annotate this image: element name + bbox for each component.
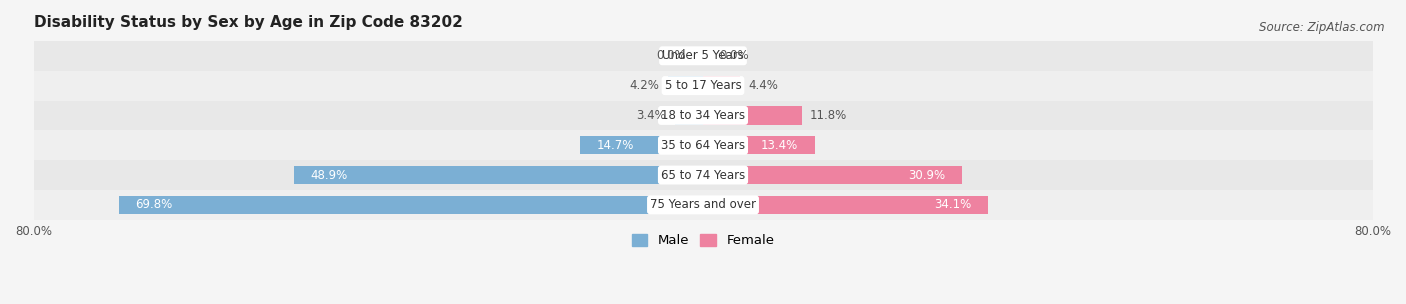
Text: 13.4%: 13.4% (761, 139, 799, 152)
Text: 69.8%: 69.8% (135, 199, 173, 211)
Text: 5 to 17 Years: 5 to 17 Years (665, 79, 741, 92)
Bar (703, 166, 962, 184)
Text: 14.7%: 14.7% (596, 139, 634, 152)
Legend: Male, Female: Male, Female (626, 229, 780, 253)
Text: Source: ZipAtlas.com: Source: ZipAtlas.com (1260, 21, 1385, 34)
Bar (120, 196, 703, 214)
Bar (34, 71, 1372, 101)
Bar (581, 136, 703, 154)
Bar (34, 160, 1372, 190)
Text: 4.2%: 4.2% (630, 79, 659, 92)
Text: 30.9%: 30.9% (908, 168, 945, 181)
Text: 65 to 74 Years: 65 to 74 Years (661, 168, 745, 181)
Bar (34, 130, 1372, 160)
Bar (294, 166, 703, 184)
Bar (668, 76, 703, 95)
Text: 11.8%: 11.8% (810, 109, 848, 122)
Text: 3.4%: 3.4% (637, 109, 666, 122)
Bar (703, 196, 988, 214)
Text: 35 to 64 Years: 35 to 64 Years (661, 139, 745, 152)
Text: 48.9%: 48.9% (311, 168, 347, 181)
Bar (34, 190, 1372, 220)
Text: 0.0%: 0.0% (657, 49, 686, 62)
Text: 34.1%: 34.1% (935, 199, 972, 211)
Text: Disability Status by Sex by Age in Zip Code 83202: Disability Status by Sex by Age in Zip C… (34, 15, 463, 30)
Bar (703, 106, 801, 125)
Bar (703, 76, 740, 95)
Text: Under 5 Years: Under 5 Years (662, 49, 744, 62)
Bar (703, 136, 815, 154)
Bar (34, 101, 1372, 130)
Bar (675, 106, 703, 125)
Bar (34, 41, 1372, 71)
Text: 18 to 34 Years: 18 to 34 Years (661, 109, 745, 122)
Text: 4.4%: 4.4% (748, 79, 778, 92)
Text: 0.0%: 0.0% (720, 49, 749, 62)
Text: 75 Years and over: 75 Years and over (650, 199, 756, 211)
